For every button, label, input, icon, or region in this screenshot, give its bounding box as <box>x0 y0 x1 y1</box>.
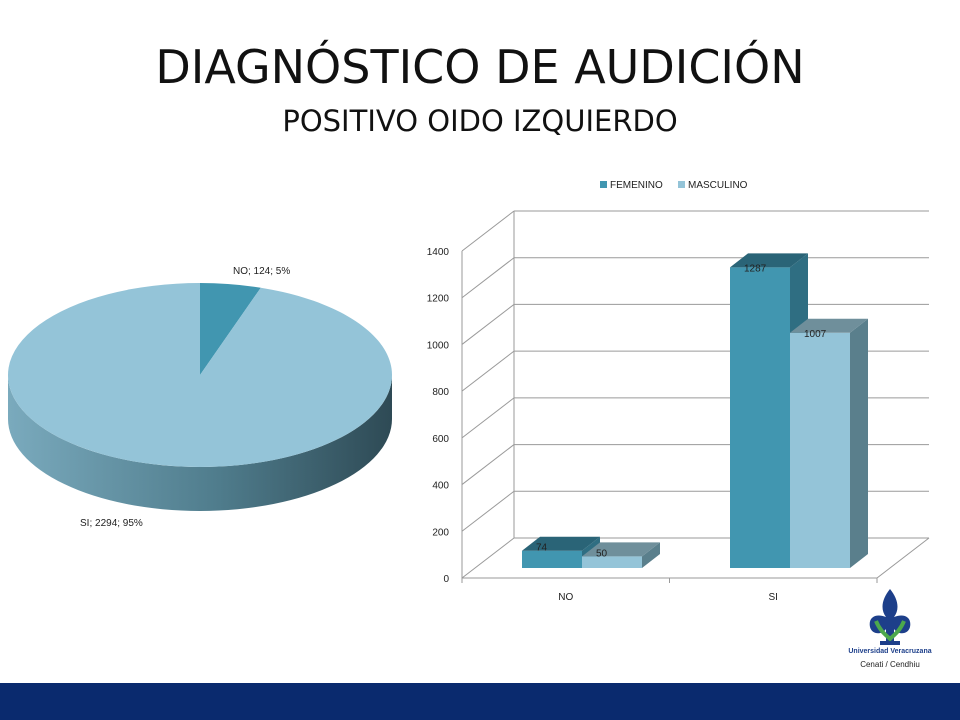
pie-slice-si <box>7 283 393 467</box>
pie-side-wall <box>8 375 392 511</box>
gridline-diagonal <box>461 210 515 252</box>
legend-swatch <box>600 181 607 188</box>
bar-femenino-no <box>522 550 582 568</box>
pie-slice-no <box>200 283 261 375</box>
bar-masculino-no <box>582 556 642 568</box>
bar-value-label: 1287 <box>744 263 767 274</box>
y-tick-label: 600 <box>432 434 449 445</box>
x-tick-label: NO <box>558 592 573 603</box>
y-tick-label: 200 <box>432 527 449 538</box>
bar-femenino-si <box>730 267 790 568</box>
bar-top <box>522 536 600 551</box>
university-logo: Universidad Veracruzana Cenati / Cendhiu <box>846 585 934 683</box>
pie-label-si: SI; 2294; 95% <box>80 518 143 529</box>
slide-title: DIAGNÓSTICO DE AUDICIÓN <box>155 40 805 94</box>
y-tick-label: 400 <box>432 481 449 492</box>
bar-top <box>730 253 808 268</box>
y-tick-label: 1200 <box>427 294 450 305</box>
gridline-diagonal <box>461 350 515 392</box>
pie-label-no: NO; 124; 5% <box>233 266 290 277</box>
pie-chart: NO; 124; 5% SI; 2294; 95% <box>7 266 393 529</box>
legend-swatch <box>678 181 685 188</box>
bar-side <box>850 318 868 568</box>
x-tick-label: SI <box>769 592 778 603</box>
bar-side <box>642 542 660 568</box>
footer-bar <box>0 683 960 720</box>
y-tick-label: 0 <box>443 574 449 585</box>
bar-masculino-si <box>790 332 850 568</box>
legend-label: MASCULINO <box>688 180 748 191</box>
bar-top <box>582 542 660 557</box>
bar-top <box>790 318 868 333</box>
y-tick-label: 1000 <box>427 340 450 351</box>
y-tick-label: 800 <box>432 387 449 398</box>
fleur-de-lis-icon <box>869 589 911 645</box>
legend-label: FEMENINO <box>610 180 663 191</box>
gridline-diagonal <box>461 397 515 439</box>
gridline-diagonal <box>461 490 515 532</box>
bar-value-label: 74 <box>536 543 548 554</box>
gridline-diagonal <box>461 304 515 345</box>
y-tick-label: 1400 <box>427 247 450 258</box>
charts-canvas: NO; 124; 5% SI; 2294; 95% 0 200 400 600 800 10… <box>7 180 930 603</box>
bar-chart: 0 200 400 600 800 1000 1200 1400 74 50 NO 1287 1007 S… <box>427 180 930 603</box>
gridline-diagonal <box>461 257 515 299</box>
gridline-diagonal <box>461 537 515 579</box>
logo-unit-name: Cenati / Cendhiu <box>860 660 920 669</box>
gridline-diagonal <box>461 444 515 485</box>
bar-value-label: 50 <box>596 548 608 559</box>
bar-value-label: 1007 <box>804 329 827 340</box>
slide-subtitle: POSITIVO OIDO IZQUIERDO <box>282 104 678 138</box>
logo-university-name: Universidad Veracruzana <box>848 648 932 655</box>
